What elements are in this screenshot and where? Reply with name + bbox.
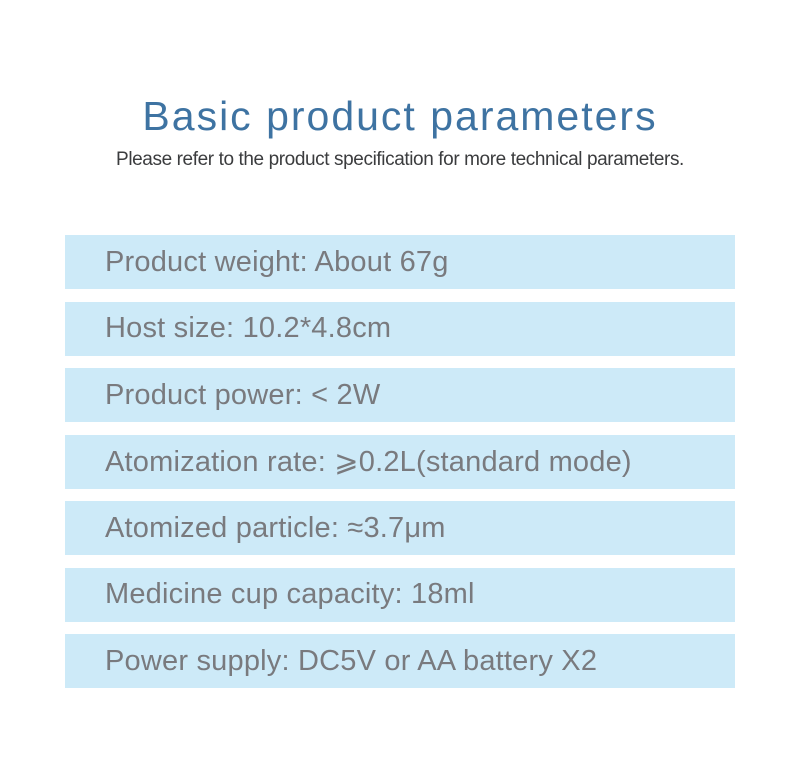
spec-text: Medicine cup capacity: 18ml: [105, 578, 475, 610]
spec-list: Product weight: About 67g Host size: 10.…: [65, 235, 735, 688]
spec-row-power-supply: Power supply: DC5V or AA battery X2: [65, 634, 735, 688]
page-title: Basic product parameters: [142, 93, 658, 139]
spec-row-host-size: Host size: 10.2*4.8cm: [65, 301, 735, 356]
spec-text: Product weight: About 67g: [105, 245, 449, 278]
spec-row-product-weight: Product weight: About 67g: [65, 235, 735, 289]
header: Basic product parameters Please refer to…: [0, 0, 800, 173]
spec-text: Host size: 10.2*4.8cm: [105, 312, 392, 344]
spec-text: Product power: < 2W: [105, 378, 381, 411]
spec-row-product-power: Product power: < 2W: [65, 368, 735, 422]
spec-text: Power supply: DC5V or AA battery X2: [105, 644, 598, 677]
spec-text: Atomized particle: ≈3.7μm: [105, 511, 446, 544]
spec-row-medicine-cup-capacity: Medicine cup capacity: 18ml: [65, 567, 735, 622]
spec-row-atomization-rate: Atomization rate: ⩾0.2L(standard mode): [65, 434, 735, 489]
spec-text: Atomization rate: ⩾0.2L(standard mode): [105, 446, 632, 478]
page-subtitle: Please refer to the product specificatio…: [116, 149, 684, 170]
spec-row-atomized-particle: Atomized particle: ≈3.7μm: [65, 501, 735, 555]
